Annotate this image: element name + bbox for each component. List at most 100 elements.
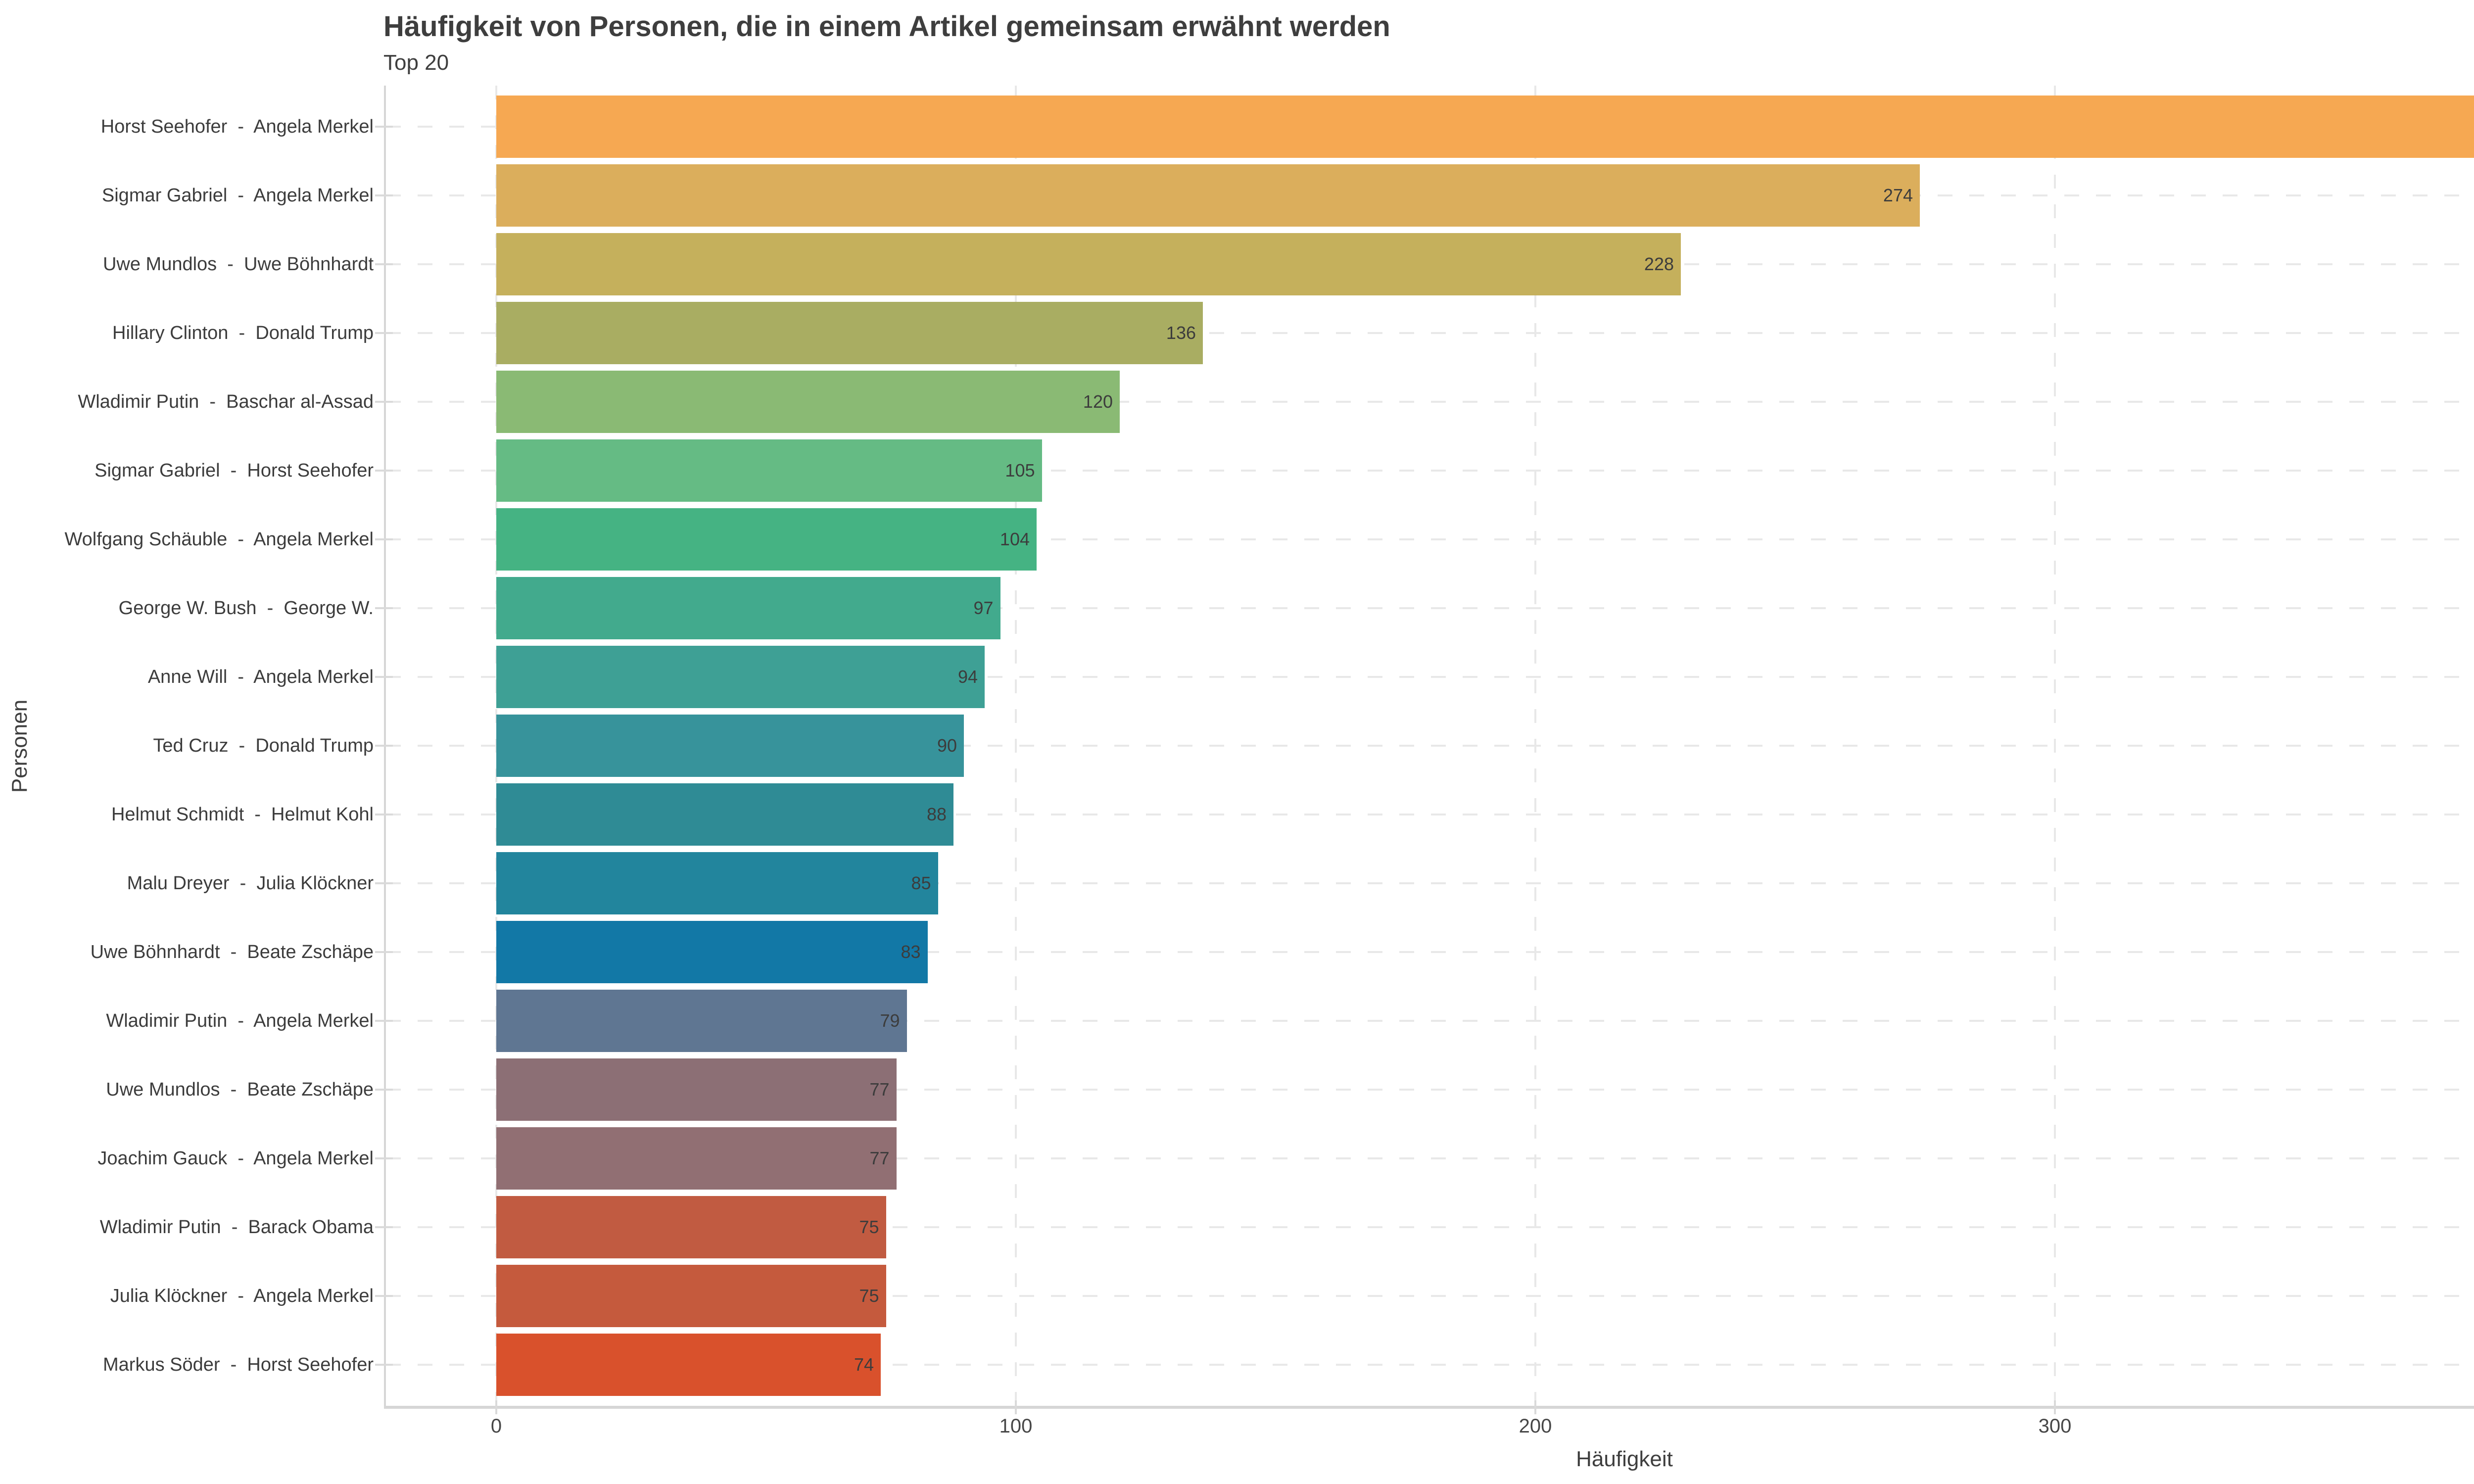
y-axis-tick	[375, 194, 393, 196]
bar-value-label: 105	[1005, 460, 1035, 480]
bar	[496, 715, 964, 777]
bar	[496, 508, 1037, 571]
category-label: Sigmar Gabriel - Horst Seehofer	[95, 460, 374, 481]
category-label: George W. Bush - George W.	[118, 597, 374, 619]
horizontal-gridline	[386, 1364, 2474, 1366]
y-axis-tick	[375, 1364, 393, 1366]
chart-title: Häufigkeit von Personen, die in einem Ar…	[383, 10, 1390, 43]
bar-value-label: 94	[957, 667, 978, 687]
category-label: Joachim Gauck - Angela Merkel	[97, 1148, 374, 1169]
y-axis-tick	[375, 401, 393, 403]
category-label: Helmut Schmidt - Helmut Kohl	[111, 804, 374, 825]
x-tick-label: 300	[2038, 1415, 2072, 1437]
bar-value-label: 434	[496, 96, 2474, 158]
y-axis-tick	[375, 470, 393, 472]
x-tick-label: 0	[490, 1415, 502, 1437]
category-label: Wolfgang Schäuble - Angela Merkel	[64, 528, 374, 550]
bar	[496, 371, 1120, 433]
category-label: Ted Cruz - Donald Trump	[153, 735, 374, 756]
horizontal-gridline	[386, 745, 2474, 747]
y-axis-tick	[375, 1157, 393, 1159]
horizontal-gridline	[386, 401, 2474, 403]
y-axis-tick	[375, 1089, 393, 1091]
horizontal-gridline	[386, 1295, 2474, 1297]
bar	[496, 1058, 897, 1121]
bar-value-label: 75	[859, 1217, 879, 1237]
bar	[496, 783, 953, 846]
category-label: Wladimir Putin - Baschar al-Assad	[78, 391, 374, 412]
category-label: Anne Will - Angela Merkel	[147, 666, 374, 687]
category-label: Uwe Mundlos - Uwe Böhnhardt	[102, 253, 374, 275]
category-label: Julia Klöckner - Angela Merkel	[110, 1285, 374, 1306]
bar-value-label: 90	[937, 735, 957, 756]
bar-value-label: 83	[901, 942, 921, 962]
y-axis-tick	[375, 1020, 393, 1022]
bar	[496, 990, 907, 1052]
bar	[496, 1265, 886, 1327]
bar-value-label: 77	[869, 1079, 890, 1100]
bar	[496, 302, 1203, 364]
bar-value-label: 75	[859, 1286, 879, 1306]
category-label: Uwe Böhnhardt - Beate Zschäpe	[90, 941, 374, 962]
bar-value-label: 79	[880, 1010, 900, 1031]
x-axis-tick	[495, 1400, 497, 1414]
bar	[496, 852, 938, 914]
bar-value-label: 274	[1883, 185, 1913, 205]
bar	[496, 439, 1042, 502]
bar	[496, 1127, 897, 1190]
category-label: Horst Seehofer - Angela Merkel	[100, 116, 374, 137]
horizontal-gridline	[386, 1020, 2474, 1022]
category-label: Markus Söder - Horst Seehofer	[103, 1354, 374, 1375]
y-axis-tick	[375, 814, 393, 815]
bar	[496, 1334, 881, 1396]
chart-subtitle: Top 20	[383, 50, 449, 75]
horizontal-gridline	[386, 607, 2474, 609]
bar-value-label: 85	[911, 873, 931, 893]
bar	[496, 1196, 886, 1258]
category-label: Hillary Clinton - Donald Trump	[112, 322, 374, 343]
bar-value-label: 104	[999, 529, 1030, 549]
horizontal-gridline	[386, 538, 2474, 540]
horizontal-gridline	[386, 814, 2474, 815]
x-axis-tick	[1534, 1400, 1536, 1414]
bar-value-label: 88	[926, 804, 947, 824]
y-axis-tick	[375, 1226, 393, 1228]
bar	[496, 646, 985, 708]
horizontal-gridline	[386, 1089, 2474, 1091]
category-label: Wladimir Putin - Barack Obama	[99, 1216, 374, 1238]
bar-value-label: 136	[1166, 323, 1196, 343]
y-axis-tick	[375, 263, 393, 265]
y-axis-tick	[375, 1295, 393, 1297]
y-axis-tick	[375, 538, 393, 540]
x-axis-line	[384, 1406, 2474, 1409]
bar-value-label: 77	[869, 1148, 890, 1168]
horizontal-gridline	[386, 882, 2474, 884]
bar-value-label: 74	[854, 1354, 874, 1375]
x-axis-tick	[1015, 1400, 1017, 1414]
y-axis-tick	[375, 882, 393, 884]
bar	[496, 233, 1681, 295]
bar-value-label: 120	[1083, 391, 1113, 412]
category-label: Malu Dreyer - Julia Klöckner	[127, 872, 374, 894]
horizontal-gridline	[386, 1157, 2474, 1159]
bar	[496, 577, 1000, 639]
x-tick-label: 200	[1519, 1415, 1552, 1437]
category-label: Uwe Mundlos - Beate Zschäpe	[106, 1079, 374, 1100]
bar-value-label: 97	[973, 598, 994, 618]
x-tick-label: 100	[999, 1415, 1033, 1437]
horizontal-gridline	[386, 951, 2474, 953]
y-axis-tick	[375, 745, 393, 747]
bar	[496, 164, 1920, 227]
category-label: Wladimir Putin - Angela Merkel	[106, 1010, 374, 1031]
y-axis-tick	[375, 607, 393, 609]
bar	[496, 96, 2474, 158]
horizontal-gridline	[386, 1226, 2474, 1228]
bar	[496, 921, 928, 983]
horizontal-gridline	[386, 470, 2474, 472]
y-axis-tick	[375, 676, 393, 678]
x-axis-title: Häufigkeit	[1576, 1447, 1673, 1471]
bar-value-label: 228	[1644, 254, 1674, 274]
horizontal-gridline	[386, 676, 2474, 678]
x-axis-tick	[2054, 1400, 2056, 1414]
